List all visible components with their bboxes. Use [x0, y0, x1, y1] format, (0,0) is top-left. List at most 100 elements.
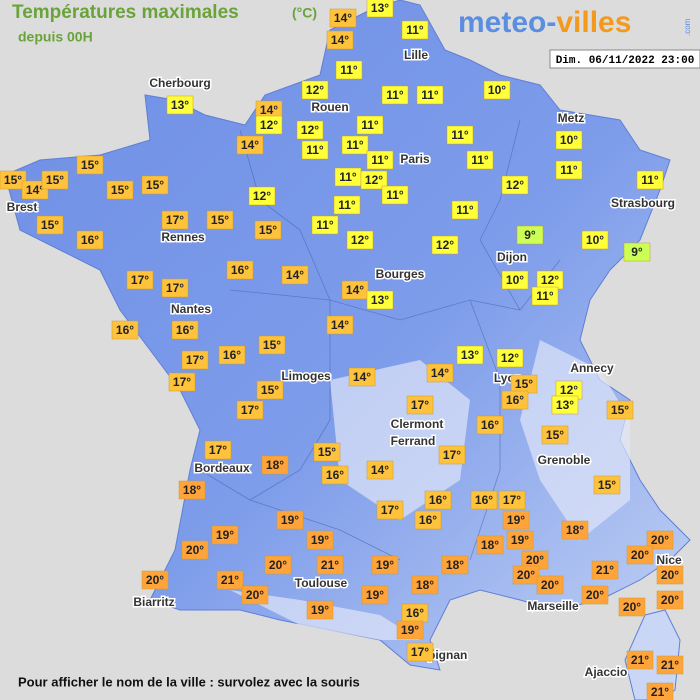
station: 12° [555, 380, 583, 400]
station: 10° [581, 230, 609, 250]
station-box [496, 348, 524, 368]
stations: 13°14°14°11°11°12° 11° 11° 10°14°12° 12° 11°1… [0, 0, 684, 700]
station-box [261, 455, 289, 475]
station-box [424, 490, 452, 510]
city-label: Rouen [311, 100, 348, 114]
station-box [451, 200, 479, 220]
temperature-label: 19° [311, 603, 329, 617]
city-label: Ajaccio [585, 665, 628, 679]
station-box [406, 395, 434, 415]
station: 9° [623, 242, 651, 262]
temperature-label: 20° [541, 578, 559, 592]
temperature-label: 15° [598, 478, 616, 492]
temperature-label: 16° [419, 513, 437, 527]
city-label: Dijon [497, 250, 527, 264]
station: 15° [313, 442, 341, 462]
station: 20° [264, 555, 292, 575]
station: 12° [301, 80, 329, 100]
station: 15° [36, 215, 64, 235]
station: 19° [361, 585, 389, 605]
station-box [536, 575, 564, 595]
temperature-label: 19° [401, 623, 419, 637]
station-box [141, 570, 169, 590]
station: 19° [276, 510, 304, 530]
station-box [551, 395, 579, 415]
temperature-label: 18° [266, 458, 284, 472]
temperature-label: 11° [386, 188, 404, 202]
station: 14° [341, 280, 369, 300]
station: 14° [326, 315, 354, 335]
station-box [531, 286, 559, 306]
station-box [333, 195, 361, 215]
station-box [416, 85, 444, 105]
temperature-label: 20° [586, 588, 604, 602]
station-box [321, 465, 349, 485]
station-box [255, 115, 283, 135]
temperature-label: 13° [461, 348, 479, 362]
station-box [656, 565, 684, 585]
station: 20° [581, 585, 609, 605]
temperature-label: 11° [316, 218, 334, 232]
station-box [329, 8, 357, 28]
city-label: Lille [404, 48, 428, 62]
temperature-label: 14° [260, 103, 278, 117]
station: 15° [106, 180, 134, 200]
station: 20° [536, 575, 564, 595]
temperature-label: 15° [515, 377, 533, 391]
temperature-label: 17° [186, 353, 204, 367]
temperature-label: 19° [511, 533, 529, 547]
temperature-label: 18° [183, 483, 201, 497]
station: 13° [366, 0, 394, 18]
station: 12° [360, 170, 388, 190]
station-box [581, 230, 609, 250]
station: 12° [346, 230, 374, 250]
temperature-label: 21° [221, 573, 239, 587]
station: 15° [258, 335, 286, 355]
city-label: Limoges [281, 369, 331, 383]
station: 15° [76, 155, 104, 175]
station-box [476, 535, 504, 555]
temperature-label: 11° [560, 163, 578, 177]
station: 21° [216, 570, 244, 590]
temperature-label: 15° [41, 218, 59, 232]
station: 16° [501, 390, 529, 410]
temperature-label: 16° [429, 493, 447, 507]
city-label: Brest [7, 200, 38, 214]
temperature-label: 15° [81, 158, 99, 172]
station-box [406, 642, 434, 662]
station: 16° [470, 490, 498, 510]
temperature-label: 17° [173, 375, 191, 389]
station: 17° [406, 642, 434, 662]
station: 9° [516, 225, 544, 245]
temperature-label: 21° [596, 563, 614, 577]
temperature-label: 12° [506, 178, 524, 192]
station-box [366, 150, 394, 170]
station: 19° [306, 530, 334, 550]
station: 11° [636, 170, 664, 190]
station: 13° [366, 290, 394, 310]
temperature-label: 20° [186, 543, 204, 557]
temperature-label: 16° [406, 606, 424, 620]
temperature-label: 17° [411, 398, 429, 412]
temperature-label: 18° [481, 538, 499, 552]
station: 14° [366, 460, 394, 480]
station: 18° [441, 555, 469, 575]
station-box [431, 235, 459, 255]
temperature-label: 12° [365, 173, 383, 187]
station-box [561, 520, 589, 540]
station-box [381, 85, 409, 105]
station: 12° [496, 348, 524, 368]
station: 16° [111, 320, 139, 340]
station: 11° [555, 160, 583, 180]
station: 12° [296, 120, 324, 140]
date: Dim. 06/11/2022 23:00 [556, 55, 695, 67]
temperature-label: 20° [651, 533, 669, 547]
temperature-label: 19° [281, 513, 299, 527]
station: 16° [321, 465, 349, 485]
station-box [301, 80, 329, 100]
station-box [476, 415, 504, 435]
temperature-label: 18° [446, 558, 464, 572]
station-box [258, 335, 286, 355]
temperature-label: 13° [371, 293, 389, 307]
